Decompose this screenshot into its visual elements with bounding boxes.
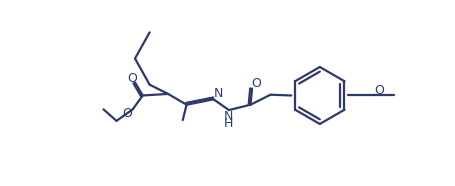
- Text: O: O: [252, 77, 262, 90]
- Text: O: O: [374, 84, 384, 97]
- Text: O: O: [127, 72, 137, 85]
- Text: O: O: [122, 108, 132, 121]
- Text: H: H: [223, 117, 233, 130]
- Text: N: N: [223, 110, 233, 123]
- Text: N: N: [213, 87, 223, 100]
